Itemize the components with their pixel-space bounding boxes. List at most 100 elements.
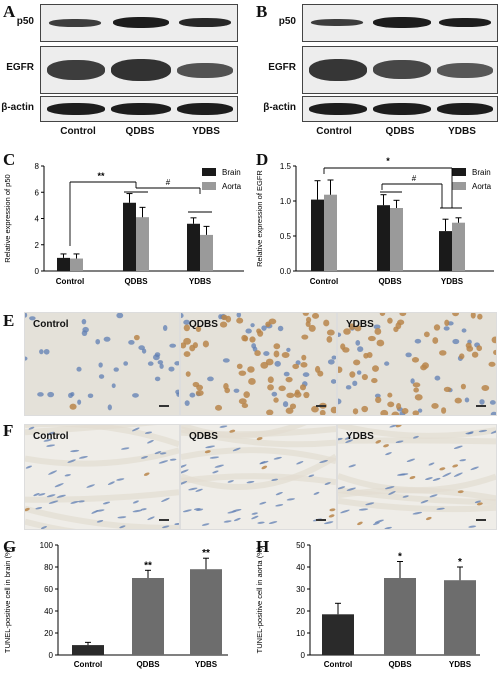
tunel-positive-cell — [470, 313, 476, 319]
nucleus — [181, 481, 188, 486]
tissue-fiber — [25, 518, 77, 529]
significance-marker: ** — [144, 560, 152, 571]
tunel-positive-cell — [376, 339, 385, 347]
nucleus — [223, 520, 232, 523]
micrograph-label: YDBS — [346, 431, 374, 442]
nucleus — [232, 447, 241, 452]
nucleus — [107, 481, 115, 485]
tunel-positive-cell — [238, 398, 247, 405]
tunel-positive-cell — [348, 323, 356, 330]
band — [177, 103, 233, 115]
nucleus — [261, 325, 267, 331]
tunel-positive-cell — [25, 507, 30, 512]
panel-letter-g: G — [3, 537, 17, 556]
tunel-positive-cell — [459, 353, 465, 360]
nucleus — [277, 325, 284, 332]
bar-brain — [123, 202, 136, 271]
x-tick-label: Control — [74, 660, 102, 669]
nucleus — [406, 458, 416, 462]
band — [111, 59, 171, 81]
y-tick-label: 0 — [35, 267, 40, 276]
nucleus — [152, 354, 160, 361]
nucleus — [338, 332, 342, 337]
tunel-positive-cell — [285, 407, 294, 414]
nucleus — [67, 459, 76, 463]
nucleus — [81, 318, 87, 325]
tunel-positive-cell — [340, 343, 346, 350]
y-tick-label: 10 — [296, 629, 305, 638]
y-tick-label: 0 — [301, 651, 306, 660]
nucleus — [38, 493, 46, 496]
nucleus — [128, 340, 135, 345]
nucleus — [313, 491, 320, 495]
nucleus — [478, 429, 488, 433]
nucleus — [295, 360, 301, 366]
tunel-positive-cell — [236, 317, 244, 324]
blot-b-lane-control: Control — [316, 126, 352, 137]
tunel-positive-cell — [476, 345, 483, 352]
x-tick-label: YDBS — [449, 660, 472, 669]
nucleus — [96, 520, 104, 523]
nucleus — [357, 346, 364, 353]
nucleus — [489, 400, 496, 405]
tunel-positive-cell — [323, 319, 330, 327]
nucleus — [195, 488, 203, 492]
tunel-positive-cell — [185, 371, 191, 377]
tunel-positive-cell — [243, 391, 250, 398]
band — [373, 60, 431, 79]
micrograph-texture — [25, 425, 179, 529]
nucleus — [161, 497, 170, 503]
tunel-positive-cell — [214, 404, 223, 411]
chart-tunel-aorta: 0 10 20 30 40 50 TUNEL-positive cell in aorta … — [255, 541, 480, 669]
nucleus — [98, 374, 105, 379]
x-tick-label: YDBS — [441, 277, 464, 286]
nucleus — [428, 462, 435, 466]
nucleus — [490, 411, 496, 415]
tunel-positive-cell — [261, 465, 268, 470]
nucleus — [250, 323, 255, 328]
nucleus — [324, 482, 331, 485]
tunel-positive-cell — [396, 402, 402, 410]
x-tick-label: Control — [310, 277, 338, 286]
tunel-positive-cell — [338, 366, 343, 374]
bar-brain — [377, 205, 390, 271]
tunel-positive-cell — [383, 444, 389, 448]
y-tick-label: 0.0 — [280, 267, 292, 276]
nucleus — [140, 455, 148, 459]
bar-brain — [439, 231, 452, 271]
micrograph-label: Control — [33, 431, 69, 442]
nucleus — [188, 487, 198, 491]
band — [177, 63, 233, 78]
nucleus — [275, 491, 283, 496]
nucleus — [29, 316, 36, 321]
nucleus — [196, 508, 204, 512]
panel-letter-h: H — [256, 537, 270, 556]
tunel-positive-cell — [361, 374, 368, 381]
nucleus — [107, 404, 112, 411]
nucleus — [169, 343, 177, 348]
tunel-positive-cell — [248, 378, 256, 385]
nucleus — [222, 358, 230, 363]
panel-letter-f: F — [3, 421, 14, 440]
tunel-positive-cell — [278, 385, 286, 392]
y-tick-label: 0 — [49, 651, 54, 660]
nucleus — [205, 445, 215, 449]
nucleus — [434, 375, 441, 381]
nucleus — [227, 480, 234, 483]
nucleus — [344, 436, 352, 440]
tunel-positive-cell — [414, 394, 423, 401]
nucleus — [33, 492, 40, 497]
panel-letter-a: A — [3, 2, 16, 21]
tunel-positive-cell — [349, 371, 356, 378]
nucleus — [77, 399, 82, 405]
nucleus — [283, 371, 290, 377]
nucleus — [436, 507, 445, 510]
nucleus — [282, 401, 289, 408]
tunel-positive-cell — [236, 363, 243, 369]
significance-marker: * — [386, 156, 390, 166]
tunel-positive-cell — [204, 450, 211, 454]
nucleus — [302, 372, 310, 377]
bar-aorta — [136, 217, 149, 271]
nucleus — [327, 359, 335, 365]
nucleus — [25, 465, 33, 469]
